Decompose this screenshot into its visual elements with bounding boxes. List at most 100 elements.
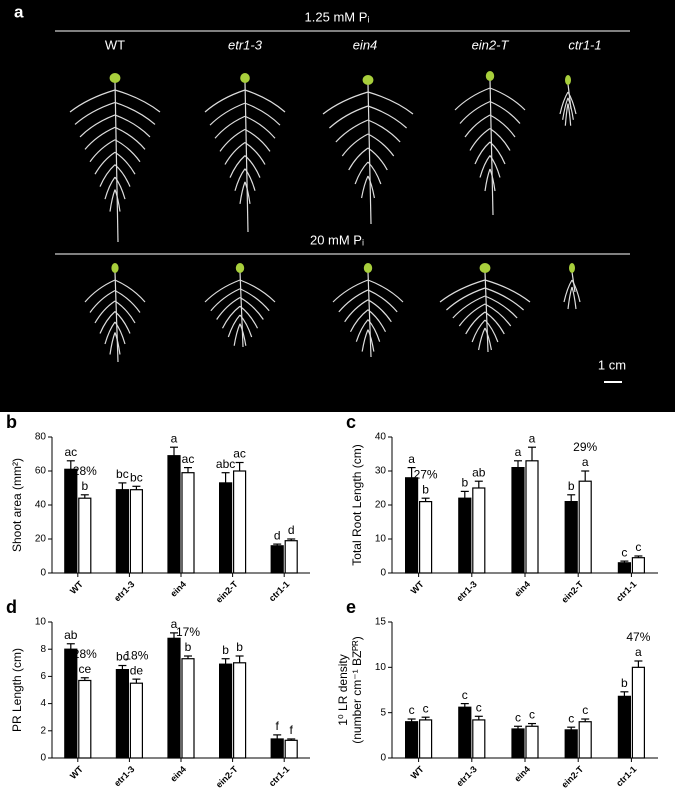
bar — [129, 489, 143, 574]
significance-letter: ab — [472, 465, 486, 479]
significance-letter: c — [423, 701, 429, 715]
significance-letter: a — [582, 455, 589, 469]
lateral-root — [74, 101, 116, 125]
lateral-root — [439, 279, 486, 303]
bar — [525, 460, 539, 574]
x-tick-label: ein4 — [512, 764, 532, 784]
lateral-root — [489, 141, 506, 165]
lateral-root — [239, 296, 264, 320]
lateral-root — [114, 332, 121, 355]
y-tick-label: 0 — [380, 753, 386, 764]
lateral-root — [69, 89, 116, 113]
lateral-root — [109, 332, 116, 355]
significance-letter: c — [409, 703, 415, 717]
y-tick-label: 0 — [40, 568, 46, 579]
significance-letter: b — [461, 476, 468, 490]
annotation: 28% — [73, 464, 97, 478]
shoot — [479, 263, 491, 273]
significance-letter: d — [288, 523, 295, 537]
lateral-root — [474, 141, 491, 165]
shoot — [240, 73, 250, 83]
significance-letter: ac — [64, 445, 77, 459]
chart: e 1⁰ LR density (number cm⁻¹ BZᴾᴿ) 0 5 10 15 WT… — [336, 597, 658, 790]
bar — [270, 738, 284, 759]
lateral-root — [567, 97, 574, 120]
lateral-root — [114, 311, 131, 334]
genotype-label: etr1-3 — [228, 37, 263, 52]
y-tick-label: 80 — [35, 432, 47, 443]
lateral-root — [452, 295, 486, 319]
bar — [617, 562, 632, 574]
lateral-root — [484, 279, 531, 303]
lateral-root — [484, 319, 499, 343]
bar — [284, 540, 298, 574]
significance-letter: b — [568, 479, 575, 493]
annotation: 27% — [414, 467, 438, 481]
bar — [419, 719, 433, 759]
lateral-root — [484, 168, 491, 192]
x-tick-label: etr1-3 — [112, 764, 136, 788]
lateral-root — [354, 161, 369, 185]
lateral-root — [355, 319, 369, 342]
x-tick-label: ctr1-1 — [267, 764, 291, 788]
lateral-root — [484, 311, 505, 335]
lateral-root — [344, 299, 369, 323]
significance-letter: b — [236, 640, 243, 654]
lateral-root — [94, 151, 116, 175]
significance-letter: a — [171, 617, 178, 631]
root — [489, 79, 494, 216]
lateral-root — [489, 87, 526, 111]
y-axis-label: 1⁰ LR density — [336, 654, 350, 726]
condition-label: 20 mM Pᵢ — [310, 232, 364, 247]
bar — [578, 480, 592, 574]
significance-letter: ab — [64, 628, 78, 642]
bar — [167, 455, 181, 574]
lateral-root — [229, 155, 246, 178]
y-tick-label: 0 — [380, 568, 386, 579]
bar — [472, 719, 486, 759]
lateral-root — [109, 189, 116, 212]
lateral-root — [114, 321, 126, 345]
bar — [578, 721, 592, 759]
lateral-root — [484, 295, 518, 319]
lateral-root — [224, 142, 246, 165]
lateral-root — [367, 119, 401, 143]
annotation: 47% — [626, 630, 650, 644]
lateral-root — [114, 139, 141, 163]
bar — [270, 545, 284, 574]
bar — [564, 501, 578, 574]
significance-letter: a — [171, 431, 178, 445]
significance-letter: a — [635, 645, 642, 659]
significance-letter: c — [621, 545, 627, 559]
significance-letter: b — [185, 640, 192, 654]
lateral-root — [367, 309, 387, 333]
x-tick-label: ein2-T — [214, 764, 240, 790]
lateral-root — [104, 176, 116, 200]
shoot — [109, 73, 121, 83]
y-tick-label: 10 — [375, 534, 387, 545]
x-tick-label: WT — [409, 764, 426, 781]
lateral-root — [367, 175, 376, 199]
lateral-root — [458, 303, 486, 327]
lateral-root — [114, 101, 156, 125]
significance-letter: bc — [116, 650, 129, 664]
significance-letter: c — [515, 710, 521, 724]
lateral-root — [489, 114, 516, 138]
lateral-root — [469, 128, 491, 151]
y-tick-label: 2 — [40, 725, 46, 736]
lateral-root — [332, 279, 369, 303]
lateral-root — [567, 103, 572, 126]
lateral-root — [567, 286, 573, 310]
significance-letter: abc — [216, 457, 235, 471]
lateral-root — [341, 133, 369, 157]
bar — [115, 489, 130, 574]
lateral-root — [99, 311, 116, 334]
bar — [419, 501, 433, 574]
lateral-root — [239, 181, 246, 204]
significance-letter: c — [462, 688, 468, 702]
genotype-label: WT — [105, 37, 125, 52]
lateral-root — [367, 161, 382, 185]
lateral-root — [210, 288, 241, 312]
lateral-root — [459, 100, 491, 124]
